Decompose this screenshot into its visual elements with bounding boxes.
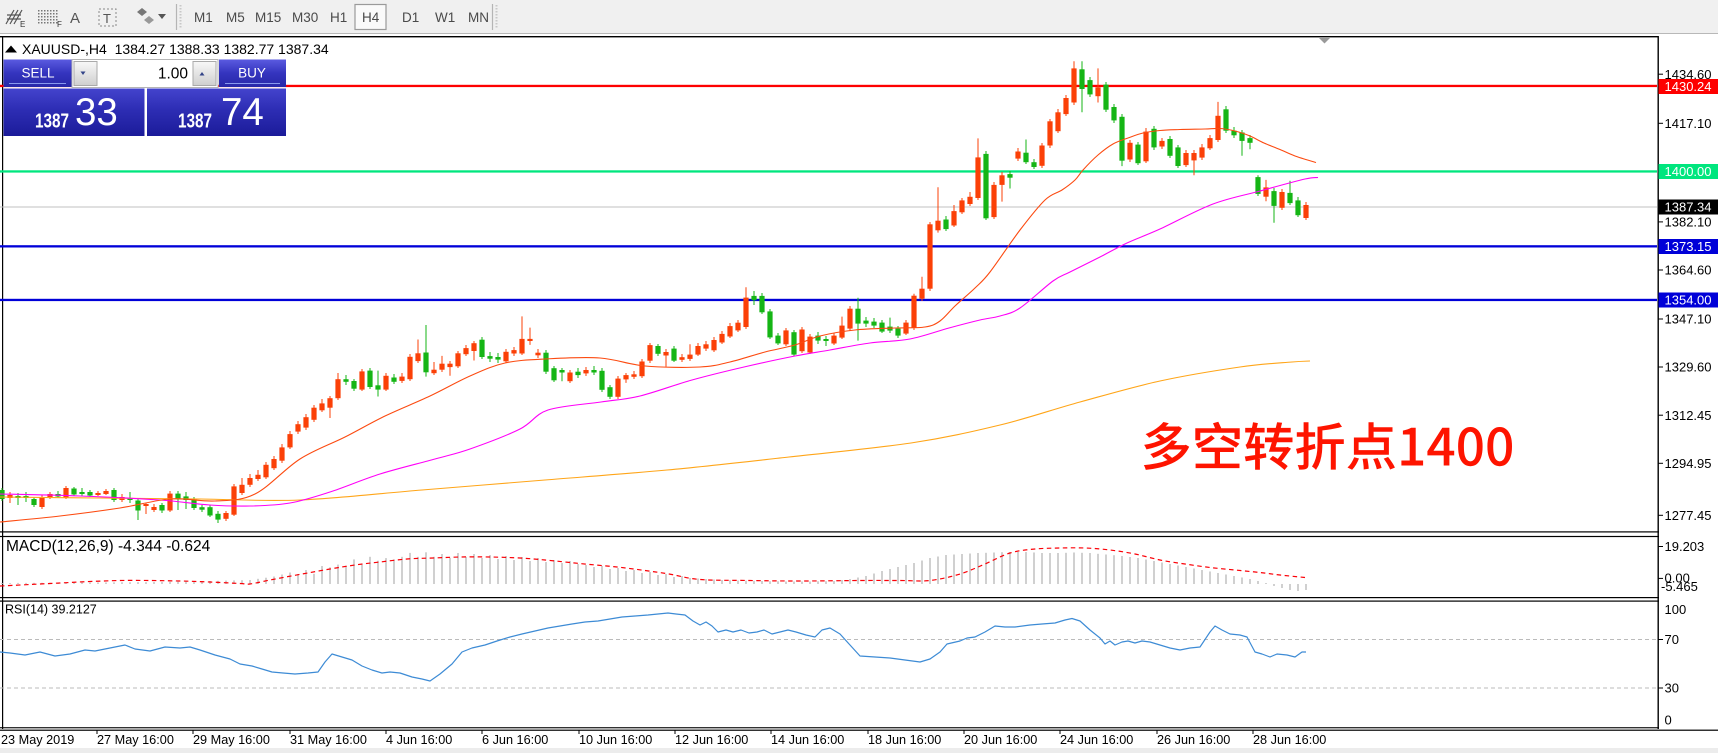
svg-text:1373.15: 1373.15 xyxy=(1665,239,1712,254)
svg-text:1364.60: 1364.60 xyxy=(1665,263,1712,278)
svg-text:1387: 1387 xyxy=(35,111,69,133)
svg-text:23 May 2019: 23 May 2019 xyxy=(1,733,74,747)
svg-text:D1: D1 xyxy=(402,10,419,25)
svg-text:M5: M5 xyxy=(226,10,245,25)
svg-text:A: A xyxy=(70,10,80,27)
svg-text:1354.00: 1354.00 xyxy=(1665,293,1712,308)
svg-text:12 Jun 16:00: 12 Jun 16:00 xyxy=(675,733,748,747)
svg-text:F: F xyxy=(57,20,62,29)
svg-text:1400.00: 1400.00 xyxy=(1665,164,1712,179)
svg-text:RSI(14) 39.2127: RSI(14) 39.2127 xyxy=(5,603,97,617)
svg-text:30: 30 xyxy=(1665,681,1679,696)
svg-text:MN: MN xyxy=(468,10,489,25)
svg-text:28 Jun 16:00: 28 Jun 16:00 xyxy=(1253,733,1326,747)
svg-text:33: 33 xyxy=(75,91,118,134)
svg-text:27 May 16:00: 27 May 16:00 xyxy=(97,733,174,747)
svg-text:29 May 16:00: 29 May 16:00 xyxy=(193,733,270,747)
svg-text:1329.60: 1329.60 xyxy=(1665,360,1712,375)
svg-text:M15: M15 xyxy=(255,10,281,25)
svg-text:6 Jun 16:00: 6 Jun 16:00 xyxy=(482,733,548,747)
svg-text:XAUUSD-,H4 1384.27 1388.33 13: XAUUSD-,H4 1384.27 1388.33 1382.77 1387.… xyxy=(22,41,329,57)
svg-text:70: 70 xyxy=(1665,632,1679,647)
svg-text:10 Jun 16:00: 10 Jun 16:00 xyxy=(579,733,652,747)
svg-text:4 Jun 16:00: 4 Jun 16:00 xyxy=(386,733,452,747)
svg-text:1434.60: 1434.60 xyxy=(1665,67,1712,82)
svg-text:19.203: 19.203 xyxy=(1665,539,1705,554)
svg-text:MACD(12,26,9) -4.344 -0.624: MACD(12,26,9) -4.344 -0.624 xyxy=(6,538,211,555)
svg-text:W1: W1 xyxy=(435,10,455,25)
svg-text:100: 100 xyxy=(1665,602,1687,617)
svg-text:1312.45: 1312.45 xyxy=(1665,408,1712,423)
svg-text:T: T xyxy=(103,11,111,26)
svg-text:31 May 16:00: 31 May 16:00 xyxy=(290,733,367,747)
svg-text:1417.10: 1417.10 xyxy=(1665,116,1712,131)
svg-text:SELL: SELL xyxy=(21,66,55,81)
svg-text:-5.465: -5.465 xyxy=(1661,579,1698,594)
svg-text:H1: H1 xyxy=(330,10,347,25)
svg-text:18 Jun 16:00: 18 Jun 16:00 xyxy=(868,733,941,747)
svg-text:0: 0 xyxy=(1665,713,1672,728)
svg-text:1347.10: 1347.10 xyxy=(1665,312,1712,327)
svg-text:24 Jun 16:00: 24 Jun 16:00 xyxy=(1060,733,1133,747)
svg-text:1277.45: 1277.45 xyxy=(1665,508,1712,523)
svg-text:1387.34: 1387.34 xyxy=(1665,200,1712,215)
svg-text:M1: M1 xyxy=(194,10,213,25)
svg-text:1387: 1387 xyxy=(178,111,212,133)
svg-text:BUY: BUY xyxy=(238,66,266,81)
svg-text:0.00: 0.00 xyxy=(1665,571,1690,586)
svg-text:1430.24: 1430.24 xyxy=(1665,79,1712,94)
svg-text:74: 74 xyxy=(221,91,264,134)
svg-text:1382.10: 1382.10 xyxy=(1665,215,1712,230)
svg-text:M30: M30 xyxy=(292,10,318,25)
svg-text:H4: H4 xyxy=(362,10,380,25)
svg-text:1294.95: 1294.95 xyxy=(1665,456,1712,471)
svg-text:14 Jun 16:00: 14 Jun 16:00 xyxy=(771,733,844,747)
svg-text:20 Jun 16:00: 20 Jun 16:00 xyxy=(964,733,1037,747)
svg-text:1.00: 1.00 xyxy=(158,66,189,83)
svg-text:E: E xyxy=(20,20,25,29)
svg-text:26 Jun 16:00: 26 Jun 16:00 xyxy=(1157,733,1230,747)
